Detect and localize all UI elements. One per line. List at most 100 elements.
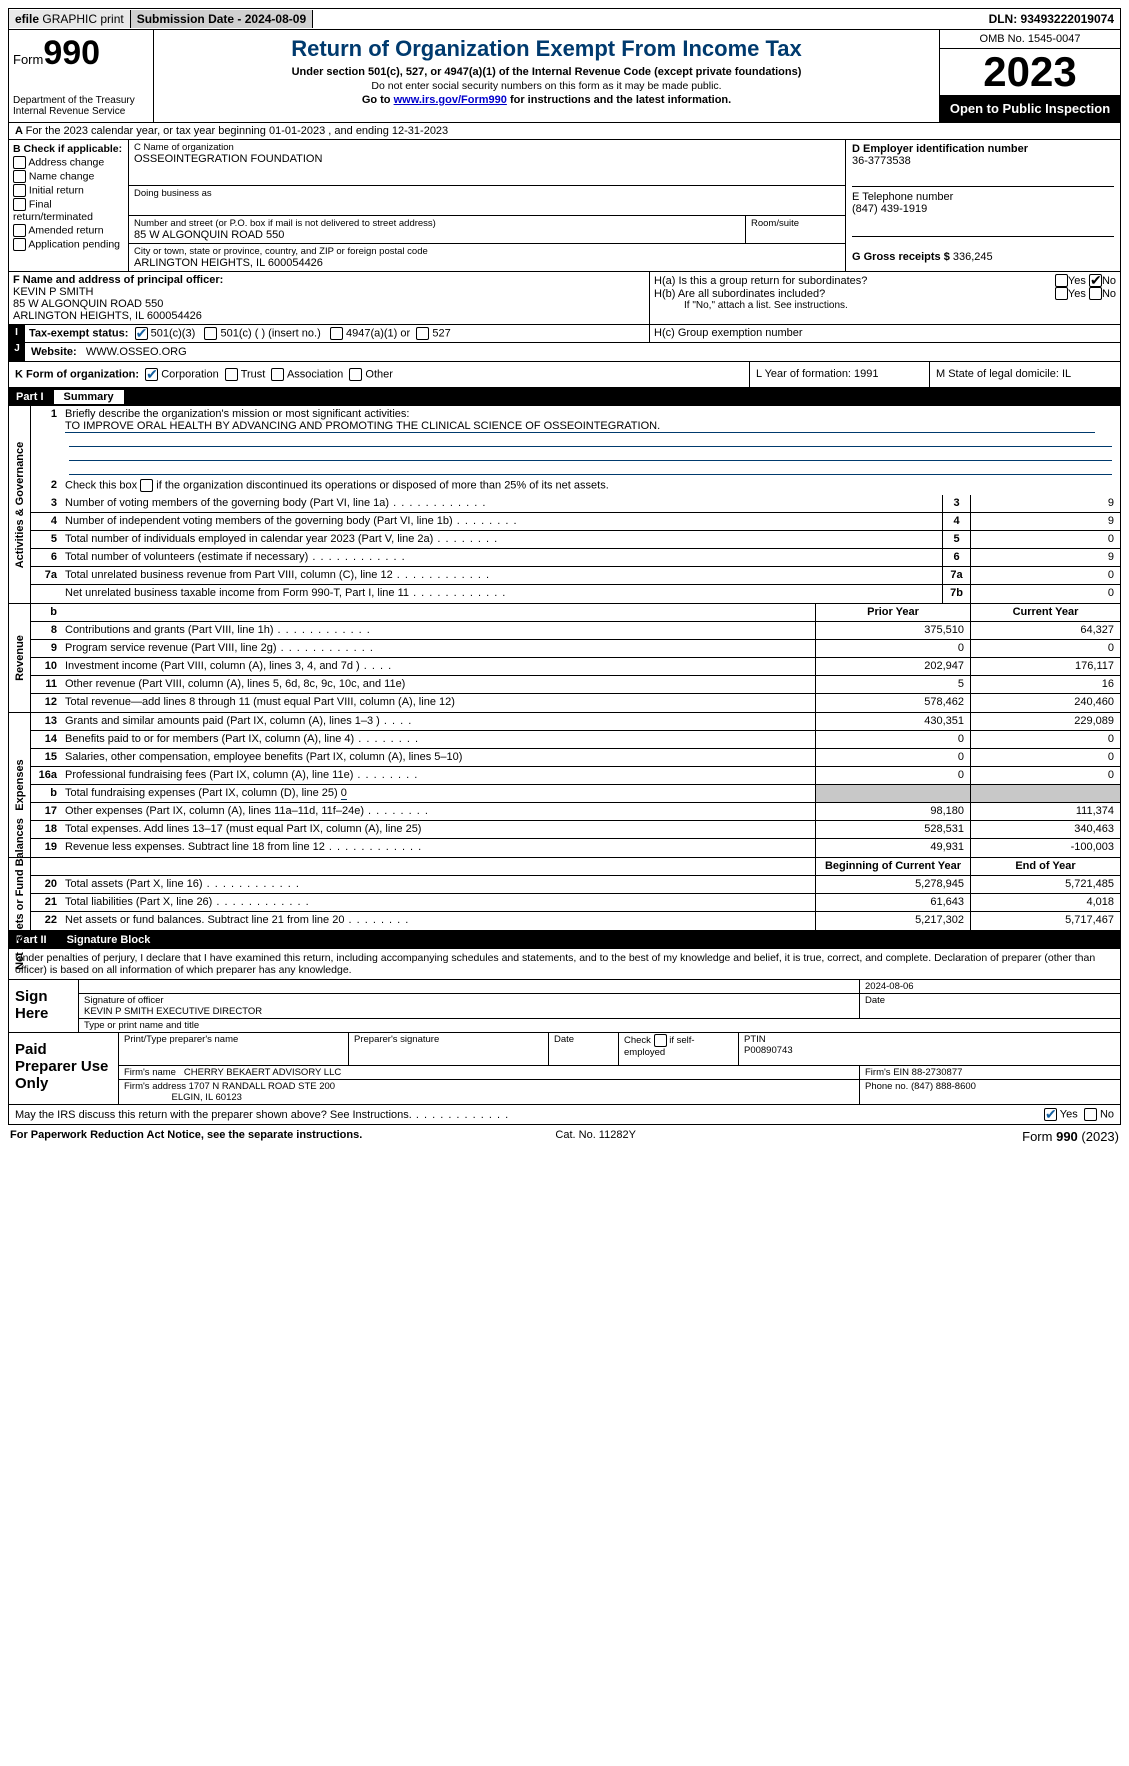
ha-row: H(a) Is this a group return for subordin… <box>654 274 1116 287</box>
chk-final-return[interactable]: Final return/terminated <box>13 198 124 223</box>
header-center: Return of Organization Exempt From Incom… <box>154 30 940 122</box>
line2: 2 Check this box if the organization dis… <box>31 477 1120 495</box>
address-row: Number and street (or P.O. box if mail i… <box>129 216 845 244</box>
chk-527[interactable] <box>416 327 429 340</box>
discuss-no[interactable] <box>1084 1108 1097 1121</box>
line16b: bTotal fundraising expenses (Part IX, co… <box>31 785 1120 803</box>
val-3: 9 <box>970 495 1120 512</box>
hdr-eoy: End of Year <box>970 858 1120 875</box>
efile-suffix: GRAPHIC print <box>42 12 123 26</box>
dln: DLN: 93493222019074 <box>983 10 1120 28</box>
tax-year: 2023 <box>940 49 1120 95</box>
k-label: K Form of organization: <box>15 368 139 380</box>
ein-value: 36-3773538 <box>852 155 911 167</box>
chk-assoc[interactable] <box>271 368 284 381</box>
line18: 18Total expenses. Add lines 13–17 (must … <box>31 821 1120 839</box>
sign-type-row: Type or print name and title <box>79 1019 1120 1032</box>
ein-cell: D Employer identification number 36-3773… <box>852 143 1114 187</box>
efile-topbar: efile GRAPHIC print Submission Date - 20… <box>8 8 1121 30</box>
tel-cell: E Telephone number (847) 439-1919 <box>852 189 1114 237</box>
irs-discuss: May the IRS discuss this return with the… <box>8 1105 1121 1125</box>
chk-discontinued[interactable] <box>140 479 153 492</box>
chk-4947[interactable] <box>330 327 343 340</box>
ha-text: H(a) Is this a group return for subordin… <box>654 275 1055 287</box>
hb-no[interactable] <box>1089 287 1102 300</box>
footer-cat: Cat. No. 11282Y <box>555 1129 636 1144</box>
sign-officer-row: Signature of officer KEVIN P SMITH EXECU… <box>79 994 1120 1019</box>
tel-value: (847) 439-1919 <box>852 203 927 215</box>
room-label: Room/suite <box>751 218 840 229</box>
prep-row2: Firm's name CHERRY BEKAERT ADVISORY LLC … <box>119 1066 1120 1080</box>
city-label: City or town, state or province, country… <box>134 246 840 257</box>
group-return: H(a) Is this a group return for subordin… <box>650 272 1120 325</box>
line14: 14Benefits paid to or for members (Part … <box>31 731 1120 749</box>
line21: 21Total liabilities (Part X, line 26)61,… <box>31 894 1120 912</box>
chk-selfemp[interactable] <box>654 1034 667 1047</box>
sign-here-label: Sign Here <box>9 980 79 1032</box>
prep-addr: Firm's address 1707 N RANDALL ROAD STE 2… <box>119 1080 860 1104</box>
hb-yes[interactable] <box>1055 287 1068 300</box>
line6: 6Total number of volunteers (estimate if… <box>31 549 1120 567</box>
line17: 17Other expenses (Part IX, column (A), l… <box>31 803 1120 821</box>
tax-exempt-status: Tax-exempt status: 501(c)(3) 501(c) ( ) … <box>25 325 650 343</box>
chk-address-change[interactable]: Address change <box>13 156 124 169</box>
line-a: A For the 2023 calendar year, or tax yea… <box>8 123 1121 140</box>
prep-phone: Phone no. (847) 888-8600 <box>860 1080 1120 1104</box>
chk-initial-return[interactable]: Initial return <box>13 184 124 197</box>
efile-badge: efile GRAPHIC print <box>9 10 131 28</box>
line9: 9Program service revenue (Part VIII, lin… <box>31 640 1120 658</box>
part1-label: Part I <box>16 391 50 403</box>
dept-treasury: Department of the Treasury Internal Reve… <box>13 95 149 117</box>
header-sub2: Do not enter social security numbers on … <box>160 80 933 92</box>
colb-title: B Check if applicable: <box>13 143 122 155</box>
line7a: 7aTotal unrelated business revenue from … <box>31 567 1120 585</box>
sign-date-row: 2024-08-06 <box>79 980 1120 994</box>
chk-amended-return[interactable]: Amended return <box>13 224 124 237</box>
line20: 20Total assets (Part X, line 16)5,278,94… <box>31 876 1120 894</box>
org-name-cell: C Name of organization OSSEOINTEGRATION … <box>129 140 845 186</box>
efile-prefix: efile <box>15 12 39 26</box>
submission-date: Submission Date - 2024-08-09 <box>131 10 313 28</box>
year-formation: L Year of formation: 1991 <box>750 362 930 388</box>
street-label: Number and street (or P.O. box if mail i… <box>134 218 740 229</box>
mission: TO IMPROVE ORAL HEALTH BY ADVANCING AND … <box>65 420 1095 433</box>
officer-label: F Name and address of principal officer: <box>13 274 223 286</box>
officer-addr2: ARLINGTON HEIGHTS, IL 600054426 <box>13 310 202 322</box>
part1-header: Part I Summary <box>8 388 1121 406</box>
public-inspection: Open to Public Inspection <box>940 95 1120 122</box>
chk-application-pending[interactable]: Application pending <box>13 238 124 251</box>
street-value: 85 W ALGONQUIN ROAD 550 <box>134 229 740 241</box>
line3: 3Number of voting members of the governi… <box>31 495 1120 513</box>
form-header: Form990 Department of the Treasury Inter… <box>8 30 1121 123</box>
chk-501c3[interactable] <box>135 327 148 340</box>
discuss-yes[interactable] <box>1044 1108 1057 1121</box>
line11: 11Other revenue (Part VIII, column (A), … <box>31 676 1120 694</box>
col-d: D Employer identification number 36-3773… <box>845 140 1120 271</box>
val-7a: 0 <box>970 567 1120 584</box>
org-name-label: C Name of organization <box>134 142 840 153</box>
prep-sig: Preparer's signature <box>349 1033 549 1065</box>
paid-preparer-body: Print/Type preparer's name Preparer's si… <box>119 1033 1120 1104</box>
state-domicile: M State of legal domicile: IL <box>930 362 1120 388</box>
na-header: Beginning of Current YearEnd of Year <box>31 858 1120 876</box>
chk-501c[interactable] <box>204 327 217 340</box>
prep-firm: Firm's name CHERRY BEKAERT ADVISORY LLC <box>119 1066 860 1079</box>
chk-name-change[interactable]: Name change <box>13 170 124 183</box>
ha-no[interactable] <box>1089 274 1102 287</box>
form-990: 990 <box>43 34 100 72</box>
chk-other[interactable] <box>349 368 362 381</box>
val-4: 9 <box>970 513 1120 530</box>
chk-corp[interactable] <box>145 368 158 381</box>
i-text: Tax-exempt status: <box>29 327 128 339</box>
sig-date-lbl: Date <box>860 994 1120 1018</box>
i-label: I <box>9 325 25 343</box>
vlabel-governance: Activities & Governance <box>9 406 31 603</box>
row-j: J Website: WWW.OSSEO.ORG <box>8 343 1121 362</box>
chk-trust[interactable] <box>225 368 238 381</box>
header-sub1: Under section 501(c), 527, or 4947(a)(1)… <box>160 66 933 78</box>
ha-yes[interactable] <box>1055 274 1068 287</box>
hc-text: H(c) Group exemption number <box>654 327 803 339</box>
form990-link[interactable]: www.irs.gov/Form990 <box>394 94 507 106</box>
city-cell: City or town, state or province, country… <box>129 244 845 271</box>
col-b: B Check if applicable: Address change Na… <box>9 140 129 271</box>
